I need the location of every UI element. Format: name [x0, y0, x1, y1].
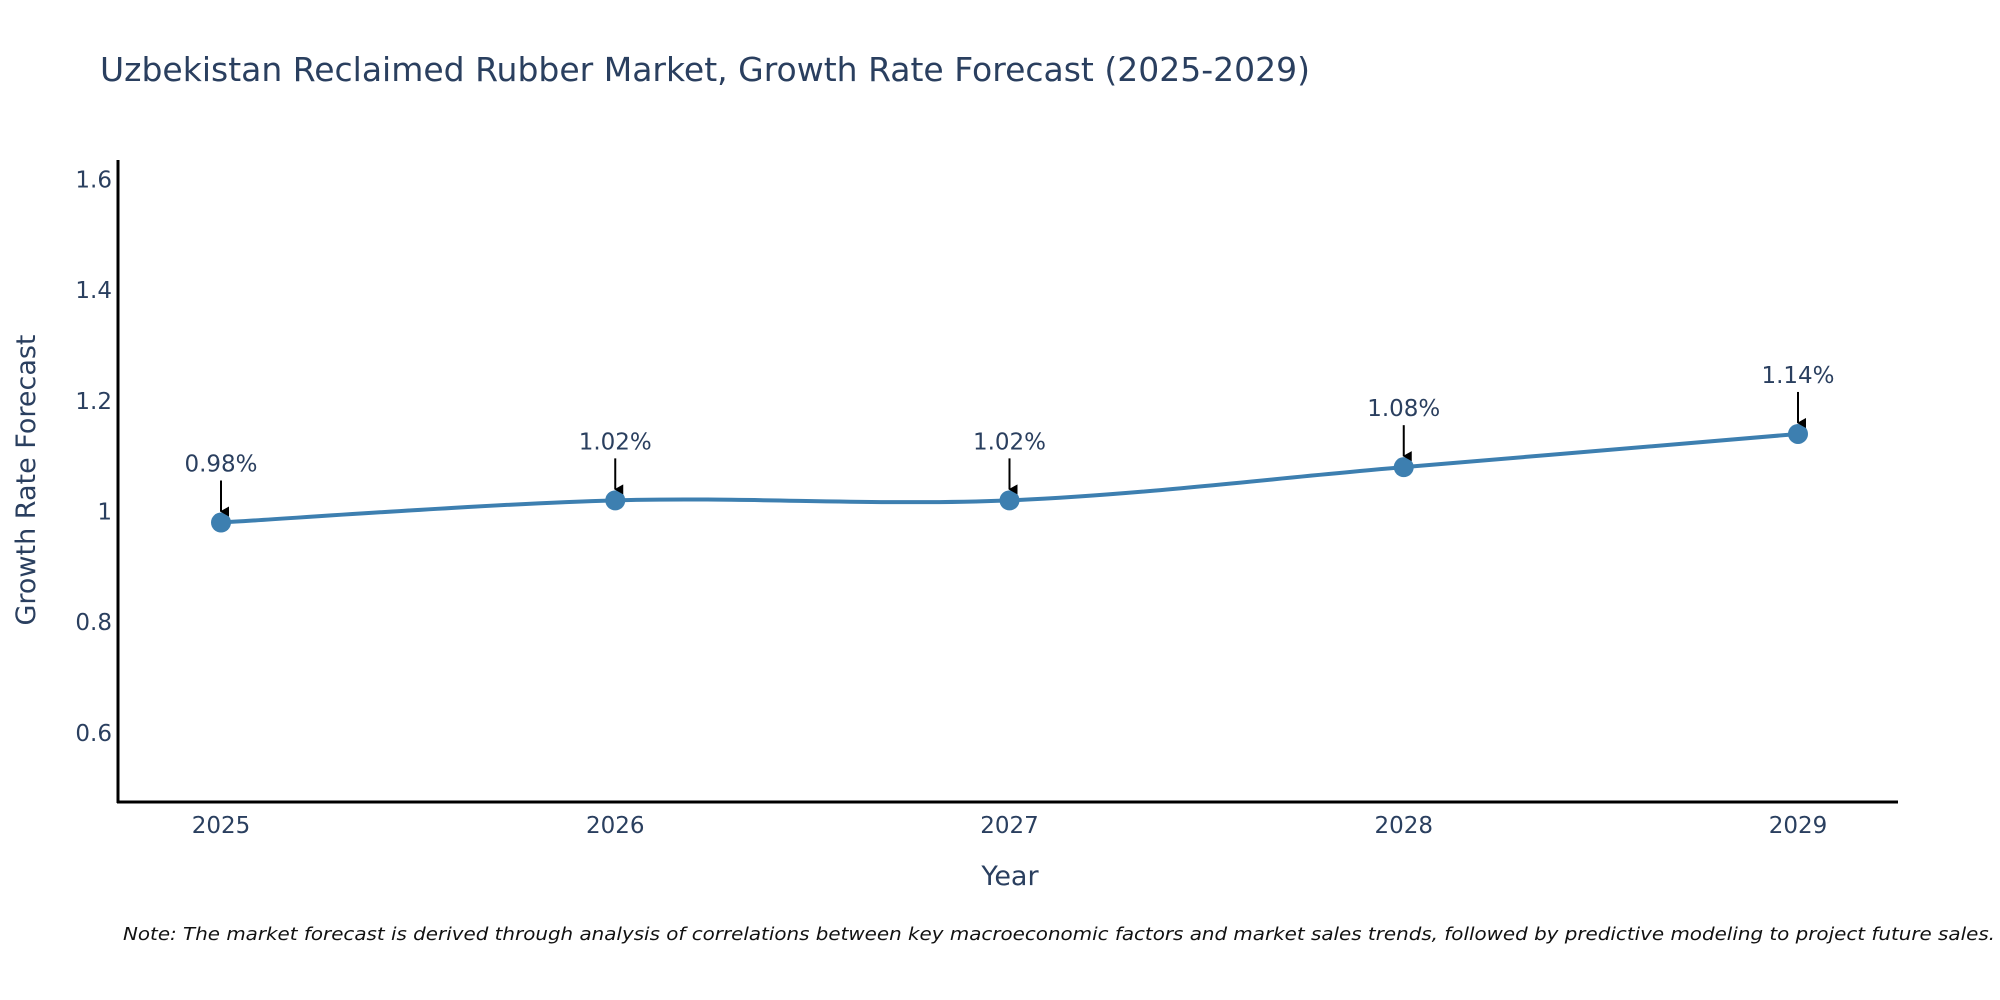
footnote: Note: The market forecast is derived thr… — [123, 924, 1995, 945]
x-tick-label: 2029 — [1769, 813, 1828, 839]
data-point — [605, 490, 626, 511]
x-tick-label: 2025 — [192, 813, 251, 839]
y-tick-label: 1.2 — [75, 389, 112, 415]
y-tick-label: 1.6 — [75, 167, 112, 193]
data-label: 1.14% — [1761, 363, 1834, 389]
data-label: 1.08% — [1367, 396, 1440, 422]
y-tick-label: 1 — [97, 499, 112, 525]
data-point — [211, 512, 231, 533]
data-points — [211, 423, 1808, 533]
x-tick-label: 2026 — [586, 813, 645, 839]
y-axis-title: Growth Rate Forecast — [11, 334, 42, 625]
x-tick-label: 2027 — [980, 813, 1039, 839]
data-label: 0.98% — [184, 452, 257, 478]
data-point — [1788, 423, 1808, 444]
data-point — [999, 490, 1020, 511]
x-axis-title: Year — [980, 861, 1039, 892]
y-tick-label: 1.4 — [75, 278, 112, 304]
data-label: 1.02% — [579, 429, 652, 455]
y-tick-label: 0.6 — [75, 721, 112, 747]
chart-title: Uzbekistan Reclaimed Rubber Market, Grow… — [100, 50, 1310, 89]
x-axis-ticks: 2025 2026 2027 2028 2029 — [192, 813, 1828, 839]
data-annotations: 0.98% 1.02% 1.02% 1.08% 1.14% — [184, 363, 1835, 517]
data-point — [1393, 457, 1414, 478]
y-tick-label: 0.8 — [75, 610, 112, 636]
data-label: 1.02% — [973, 429, 1046, 455]
x-tick-label: 2028 — [1374, 813, 1433, 839]
y-axis-ticks: 0.6 0.8 1 1.2 1.4 1.6 — [75, 167, 112, 746]
